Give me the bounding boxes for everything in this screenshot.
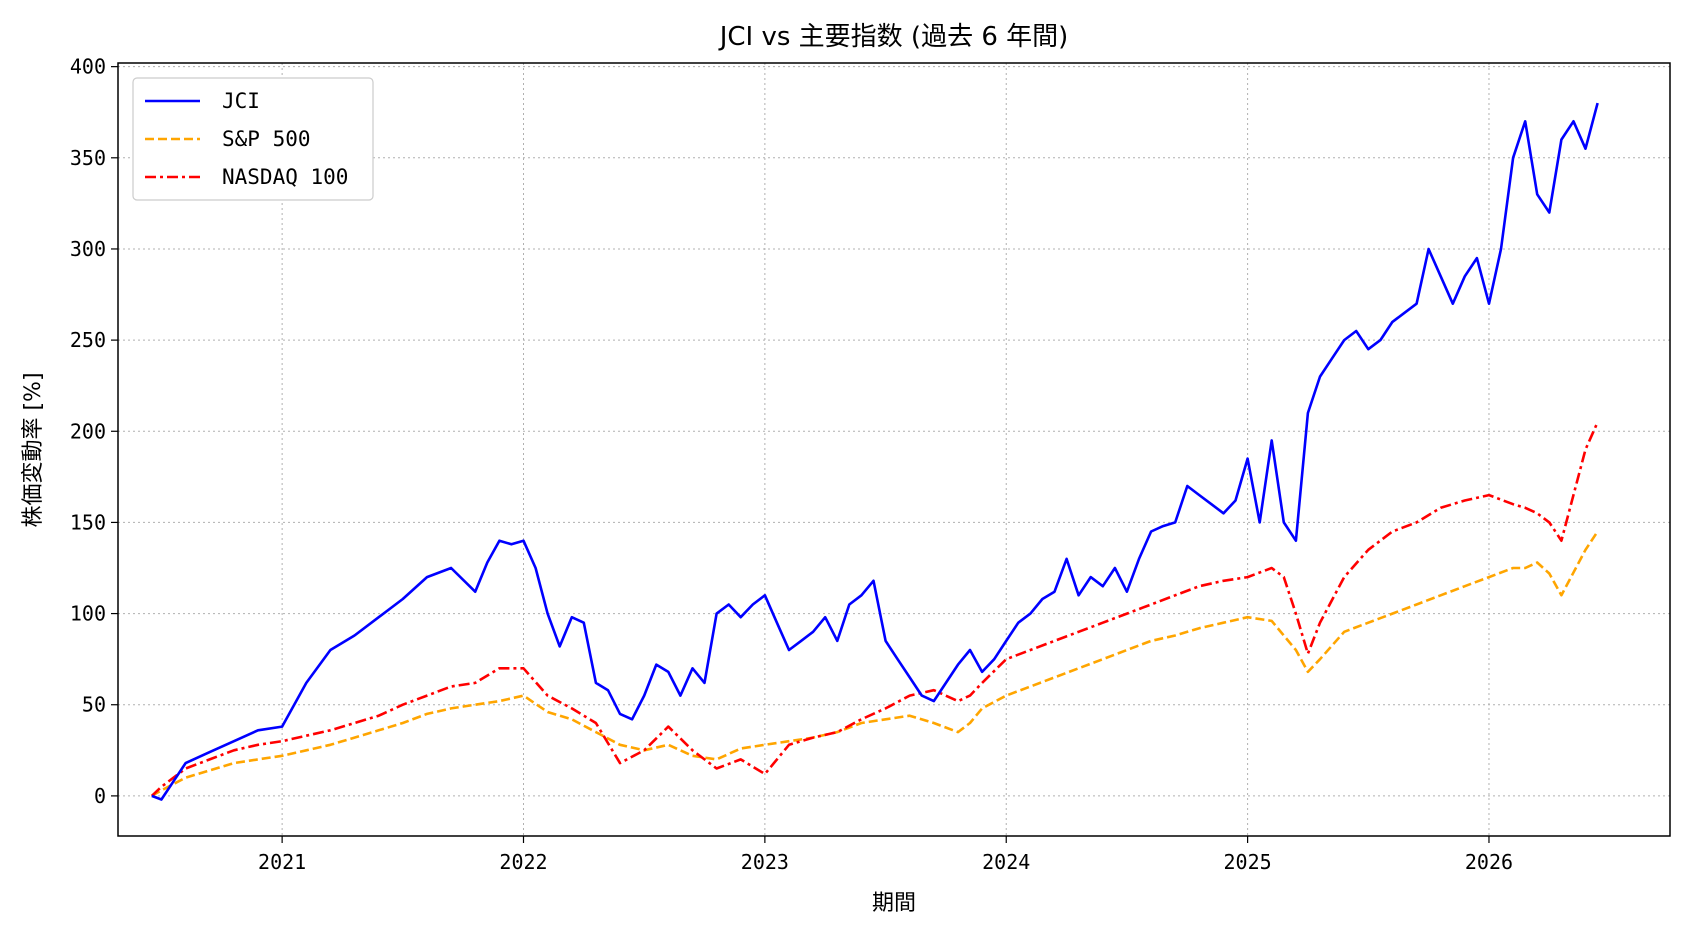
x-tick-label: 2021 xyxy=(258,850,306,874)
chart-title: JCI vs 主要指数 (過去 6 年間) xyxy=(718,22,1069,52)
x-tick-label: 2026 xyxy=(1465,850,1513,874)
y-axis-label: 株価変動率 [%] xyxy=(21,372,46,527)
series-line-0 xyxy=(151,102,1599,801)
x-tick-label: 2023 xyxy=(741,850,789,874)
y-tick-label: 400 xyxy=(70,55,106,79)
legend-label-0: JCI xyxy=(222,89,260,113)
x-tick-label: 2025 xyxy=(1224,850,1272,874)
y-tick-label: 350 xyxy=(70,146,106,170)
y-tick-label: 200 xyxy=(70,419,106,443)
legend-box xyxy=(132,77,374,201)
legend-label-2: NASDAQ 100 xyxy=(222,165,348,189)
y-tick-label: 250 xyxy=(70,328,106,352)
series-line-1 xyxy=(151,530,1599,798)
series-line-2 xyxy=(150,421,1599,797)
plot-frame xyxy=(117,62,1671,837)
legend-label-1: S&P 500 xyxy=(222,127,311,151)
x-axis-label: 期間 xyxy=(872,891,916,916)
plot-area xyxy=(150,102,1599,801)
x-tick-label: 2024 xyxy=(982,850,1030,874)
y-tick-label: 300 xyxy=(70,237,106,261)
y-tick-label: 150 xyxy=(70,510,106,534)
y-tick-label: 100 xyxy=(70,602,106,626)
x-tick-label: 2022 xyxy=(499,850,547,874)
y-tick-label: 50 xyxy=(82,693,106,717)
y-axis: 0 50 100 150 200 250 300 350 400 xyxy=(70,55,118,808)
x-axis: 2021 2022 2023 2024 2025 2026 xyxy=(258,836,1513,874)
legend: JCI S&P 500 NASDAQ 100 xyxy=(132,77,374,201)
y-tick-label: 0 xyxy=(94,784,106,808)
